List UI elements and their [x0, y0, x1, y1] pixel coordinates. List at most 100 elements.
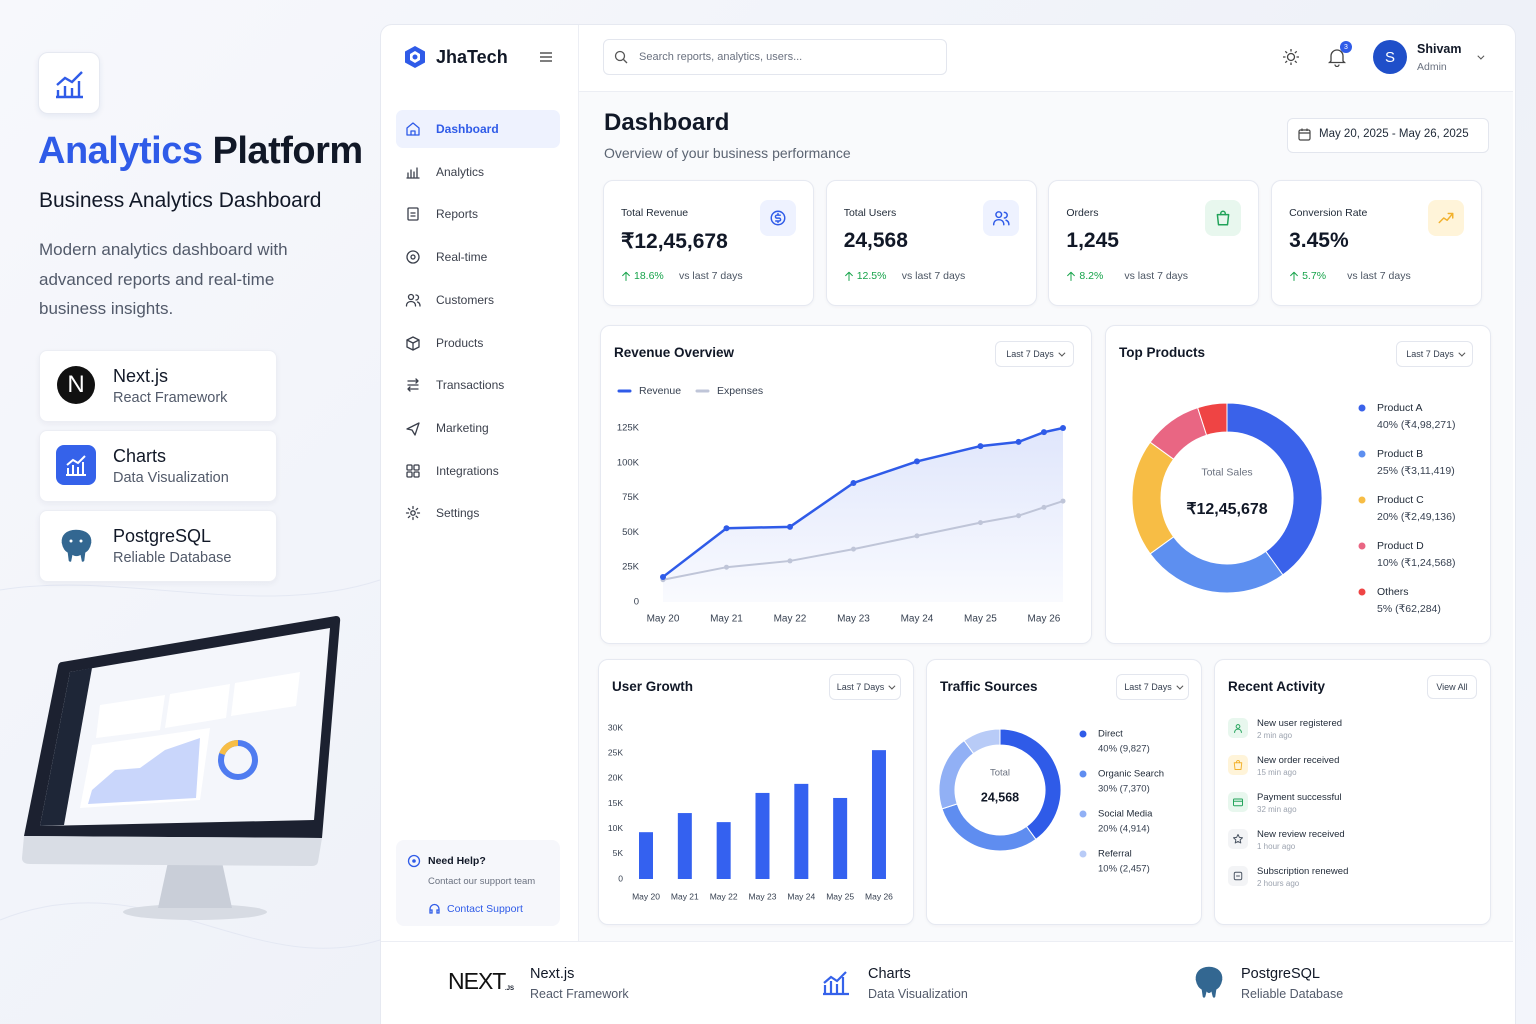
menu-toggle[interactable] — [539, 51, 553, 63]
tech-desc: Data Visualization — [113, 470, 229, 486]
card-title: Recent Activity — [1228, 679, 1326, 694]
nav-item[interactable]: Transactions — [436, 378, 505, 393]
icon-part — [406, 470, 413, 478]
icon-part — [1234, 724, 1242, 733]
promo-description: Modern analytics dashboard with advanced… — [39, 240, 288, 318]
icon-part — [407, 207, 419, 222]
view-all-button[interactable]: View All — [1427, 675, 1477, 699]
icon-part — [1328, 49, 1346, 67]
icon-part — [56, 445, 96, 485]
chevron — [1058, 349, 1066, 357]
card-title: Revenue Overview — [614, 345, 735, 360]
icon-part — [1235, 724, 1241, 729]
search-icon — [614, 50, 628, 64]
monitor-illustration — [22, 616, 341, 920]
kpi-value: 1,245 — [1066, 229, 1119, 252]
activity-icon — [1228, 829, 1248, 849]
nav-item[interactable]: Dashboard — [436, 122, 499, 136]
filter-button[interactable]: Last 7 Days — [995, 341, 1074, 367]
nav-item[interactable]: Integrations — [436, 463, 499, 478]
icon-part — [823, 971, 849, 996]
filter-label: Last 7 Days — [1124, 682, 1172, 692]
help-link[interactable]: Contact Support — [447, 903, 523, 915]
date-range-picker[interactable] — [1287, 118, 1489, 153]
help-box — [396, 840, 560, 926]
screen-area — [88, 738, 200, 804]
nav-item[interactable]: Analytics — [436, 164, 485, 179]
icon-part — [1233, 834, 1243, 844]
notification-bell[interactable] — [1328, 47, 1346, 67]
user-role: Admin — [1417, 61, 1447, 73]
icon-part — [1194, 965, 1224, 1000]
icon-part — [406, 463, 420, 478]
activity-text: New review received — [1257, 829, 1345, 840]
icon-part — [1194, 965, 1224, 1000]
icon-part — [407, 854, 421, 868]
theme-toggle[interactable] — [1282, 48, 1300, 66]
icon-part — [1290, 271, 1298, 281]
icon-part — [1233, 760, 1243, 770]
icon-part — [1298, 129, 1311, 141]
kpi-icon — [1205, 200, 1242, 236]
icon-part — [1283, 49, 1299, 65]
screen-card — [165, 684, 230, 728]
nav-icon — [405, 121, 421, 137]
nav-item[interactable]: Products — [436, 335, 484, 350]
icon-part — [1286, 52, 1296, 62]
kpi-value: ₹12,45,678 — [621, 230, 728, 253]
icon-part — [1233, 834, 1243, 844]
logo-icon — [56, 71, 83, 99]
card-title: Traffic Sources — [940, 679, 1038, 694]
nav-item[interactable]: Reports — [436, 207, 479, 222]
activity-time: 15 min ago — [1257, 768, 1297, 777]
activity-icon — [1228, 792, 1248, 812]
kpi-arrow — [620, 269, 632, 281]
icon-part — [407, 378, 419, 392]
brand-icon — [405, 46, 425, 68]
icon-part — [1217, 210, 1230, 226]
logo-box — [38, 52, 100, 114]
kpi-compare: vs last 7 days — [1124, 270, 1189, 282]
icon-part — [405, 506, 421, 521]
chart-card — [600, 325, 1092, 644]
brand-name: JhaTech — [436, 47, 508, 67]
bg-curve — [0, 902, 380, 949]
footer-desc: React Framework — [530, 987, 629, 1001]
activity-text: New user registered — [1257, 718, 1343, 729]
icon-part — [60, 528, 93, 564]
tech-name: Charts — [113, 446, 167, 466]
nav-item[interactable]: Settings — [436, 506, 480, 521]
nav-item[interactable]: Marketing — [436, 420, 489, 435]
icon-part — [406, 422, 420, 436]
nav-item[interactable]: Customers — [436, 292, 495, 307]
kpi-value: 3.45% — [1289, 229, 1349, 252]
kpi-value: 24,568 — [843, 229, 908, 252]
icon-part — [614, 50, 626, 62]
icon-part — [406, 250, 420, 264]
icon-part — [413, 463, 420, 471]
user-name: Shivam — [1417, 42, 1462, 56]
icon-part — [406, 422, 420, 436]
filter-button[interactable]: Last 7 Days — [829, 674, 901, 700]
search-box[interactable] — [603, 39, 947, 75]
icon-part — [994, 211, 1002, 219]
nav-active-bg — [396, 110, 560, 148]
icon-part — [1233, 798, 1243, 807]
filter-button[interactable]: Last 7 Days — [1396, 341, 1473, 367]
icon-part — [406, 335, 420, 351]
filter-button[interactable]: Last 7 Days — [1116, 674, 1189, 700]
avatar[interactable]: S — [1373, 40, 1407, 74]
tech-icon: N — [57, 366, 95, 404]
kpi-change: 12.5% — [856, 270, 887, 282]
kpi-icon — [982, 200, 1019, 236]
help-icon — [407, 854, 421, 868]
kpi-compare: vs last 7 days — [901, 270, 966, 282]
icon-part — [406, 335, 420, 351]
screen-card — [96, 695, 165, 738]
icon-part — [1217, 213, 1230, 226]
activity-icon — [1228, 718, 1248, 738]
nav-icon — [405, 249, 421, 265]
icon-part — [66, 455, 86, 476]
icon-part — [774, 212, 782, 224]
nav-item[interactable]: Real-time — [436, 250, 488, 265]
